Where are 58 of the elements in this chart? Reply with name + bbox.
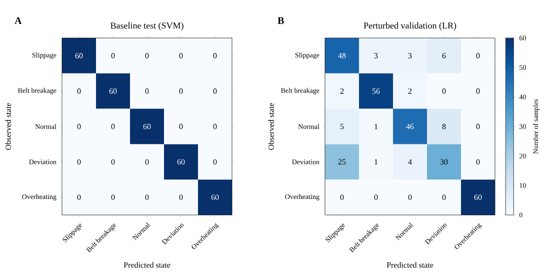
x-axis-title: Predicted state (386, 262, 434, 268)
data-label: 0 (213, 88, 217, 94)
data-label: 0 (77, 124, 81, 130)
data-label: 4 (408, 159, 412, 165)
data-label: 3 (374, 53, 378, 58)
data-label: 0 (340, 194, 344, 200)
data-label: 0 (145, 88, 149, 94)
data-label: 0 (111, 53, 115, 58)
data-label: 0 (213, 159, 217, 165)
data-label: 0 (111, 194, 115, 200)
data-label: 6 (442, 53, 446, 58)
data-label: 0 (145, 194, 149, 200)
data-label: 25 (338, 159, 346, 165)
data-label: 2 (408, 88, 412, 94)
data-label: 5 (340, 124, 344, 130)
data-label: 0 (476, 53, 480, 58)
data-label: 1 (374, 159, 378, 165)
data-label: 0 (408, 194, 412, 200)
data-label: 60 (109, 88, 117, 94)
data-label: 0 (111, 124, 115, 130)
data-label: 60 (143, 124, 151, 130)
data-label: 2 (340, 88, 344, 94)
y-axis-title: Observed state (5, 103, 11, 150)
data-label: 0 (179, 88, 183, 94)
data-label: 0 (213, 124, 217, 130)
data-label: 30 (440, 159, 448, 165)
data-label: 0 (77, 159, 81, 165)
data-label: 0 (476, 88, 480, 94)
data-label: 3 (408, 53, 412, 58)
text: B (278, 17, 284, 24)
y-axis-title: Observed state (268, 103, 274, 150)
data-label: 0 (442, 194, 446, 200)
data-label: 0 (145, 53, 149, 58)
data-label: 60 (211, 194, 219, 200)
data-label: 0 (476, 124, 480, 130)
data-label: 60 (177, 159, 185, 165)
data-label: 46 (406, 124, 414, 130)
data-label: 0 (145, 159, 149, 165)
x-axis-title: Predicted state (124, 262, 170, 268)
data-label: 60 (75, 53, 83, 58)
chart-title: Baseline test (SVM) (110, 22, 184, 30)
data-label: 1 (374, 124, 378, 130)
chart-title: Perturbed validation (LR) (364, 22, 456, 30)
data-label: 0 (111, 159, 115, 165)
data-label: 0 (476, 159, 480, 165)
data-label: 0 (179, 124, 183, 130)
data-label: 0 (77, 194, 81, 200)
data-label: 0 (442, 88, 446, 94)
text: A (14, 17, 22, 24)
data-label: 0 (213, 53, 217, 58)
data-label: 0 (179, 53, 183, 58)
data-label: 60 (474, 194, 482, 200)
data-label: 56 (372, 88, 380, 94)
data-label: 0 (77, 88, 81, 94)
data-label: 0 (179, 194, 183, 200)
data-label: 48 (338, 53, 346, 58)
data-label: 8 (442, 124, 446, 130)
data-label: 0 (374, 194, 378, 200)
